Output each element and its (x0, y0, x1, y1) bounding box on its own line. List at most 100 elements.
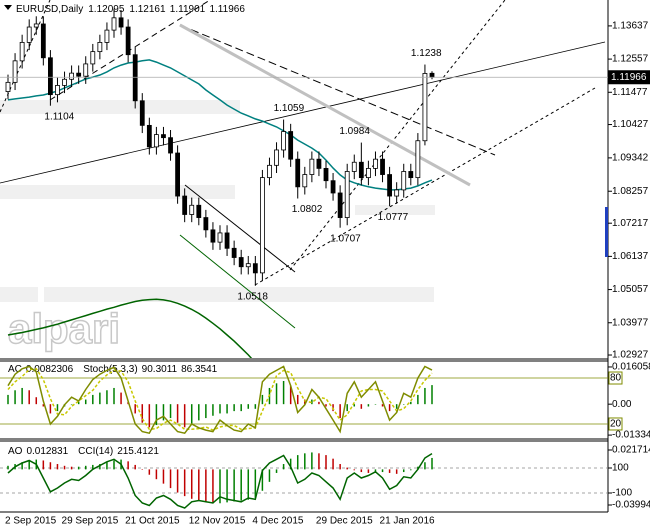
y-tick-label: 1.06137 (612, 251, 649, 262)
candle-body (111, 17, 117, 31)
moving-average (7, 298, 253, 358)
candle-body (153, 134, 159, 148)
candle-body (12, 60, 18, 83)
indicator-header: AO 0.012831 CCI(14) 215.4121 (8, 446, 159, 457)
histogram-bar (92, 464, 94, 470)
histogram-bar (77, 401, 80, 405)
price-annotation: 1.0707 (330, 233, 361, 244)
histogram-bar (254, 469, 257, 498)
histogram-bar (14, 390, 16, 405)
candle-body (90, 51, 96, 65)
histogram-bar (155, 469, 158, 480)
candle-body (281, 131, 287, 151)
histogram-bar (205, 469, 207, 503)
histogram-bar (92, 394, 94, 405)
candle-body (62, 78, 67, 86)
histogram-bar (28, 390, 30, 405)
candle-body (55, 85, 60, 96)
candle-body (196, 204, 202, 218)
header-symbol: EURUSD,Daily (16, 4, 83, 15)
histogram-bar (247, 404, 250, 409)
indicator-value: 86.3541 (181, 364, 218, 375)
histogram-bar (374, 404, 377, 405)
candle-body (132, 54, 138, 102)
candle-body (5, 81, 11, 92)
y-tick-label: 1.10427 (612, 119, 649, 130)
histogram-bar (381, 404, 384, 407)
y-tick-label: 20 (610, 419, 622, 430)
histogram-bar (169, 404, 172, 419)
candle-body (76, 72, 82, 77)
histogram-bar (311, 452, 313, 470)
candle-body (83, 63, 89, 77)
zone (0, 100, 240, 114)
histogram-bar (219, 469, 221, 504)
histogram-bar (325, 455, 327, 470)
candle-body (19, 42, 25, 62)
histogram-bar (395, 469, 398, 474)
candle-body (316, 158, 322, 169)
histogram-bar (7, 394, 9, 405)
price-annotation: 1.1059 (274, 103, 305, 114)
candle-body (161, 134, 166, 139)
tick-box (608, 371, 623, 385)
histogram-bar (282, 464, 285, 470)
histogram-bar (63, 465, 66, 470)
candle-body (267, 164, 272, 179)
histogram-bar (431, 457, 433, 470)
candle-body (323, 167, 329, 182)
trend-line (179, 234, 296, 329)
y-tick-label: -0.039945 (612, 500, 650, 511)
candle-body (344, 171, 350, 218)
histogram-bar (395, 404, 398, 409)
histogram-bar (282, 381, 285, 405)
candle-body (387, 174, 393, 197)
candle-body (175, 152, 181, 197)
x-tick-label: 12 Nov 2015 (189, 516, 246, 527)
histogram-bar (240, 469, 242, 501)
indicator-value: 0.0082306 (26, 364, 74, 375)
y-tick-label: 0.016058 (612, 362, 650, 373)
candle-body (309, 158, 315, 175)
candle-body (48, 57, 53, 96)
histogram-bar (212, 469, 214, 504)
trend-line (179, 23, 471, 187)
histogram-bar (367, 404, 370, 407)
histogram-bar (162, 404, 165, 421)
histogram-bar (99, 464, 101, 470)
histogram-bar (304, 399, 306, 405)
histogram-bar (339, 464, 341, 470)
histogram-bar (84, 465, 87, 470)
candle-body (26, 26, 32, 43)
candle-body (365, 167, 371, 179)
histogram-bar (176, 404, 179, 423)
histogram-bar (7, 465, 9, 470)
histogram-bar (360, 469, 363, 473)
histogram-bar (424, 387, 426, 405)
price-annotation: 1.1104 (44, 111, 74, 122)
histogram-bar (28, 460, 30, 470)
zone (0, 287, 38, 302)
histogram-bar (402, 469, 405, 473)
histogram-bar (134, 464, 136, 470)
histogram-bar (113, 387, 115, 405)
histogram-bar (56, 464, 59, 470)
histogram-bar (183, 404, 186, 428)
price-annotation: 1.0777 (378, 212, 409, 223)
price-annotation: 1.0984 (339, 126, 370, 137)
candle-body (231, 247, 237, 258)
candle-body (224, 232, 230, 249)
histogram-bar (289, 458, 292, 470)
histogram-bar (381, 469, 384, 473)
histogram-bar (410, 401, 412, 405)
histogram-bar (275, 469, 278, 473)
header-value: 1.12161 (129, 4, 166, 15)
header-value: 1.11966 (209, 4, 245, 15)
chart-header: EURUSD,Daily 1.12095 1.12161 1.11901 1.11966 (16, 4, 245, 15)
x-tick-label: 2 Sep 2015 (5, 516, 57, 527)
y-tick-label: 1.13637 (612, 21, 649, 32)
candle-body (189, 204, 195, 215)
candle-body (337, 192, 343, 218)
candle-body (429, 72, 435, 78)
